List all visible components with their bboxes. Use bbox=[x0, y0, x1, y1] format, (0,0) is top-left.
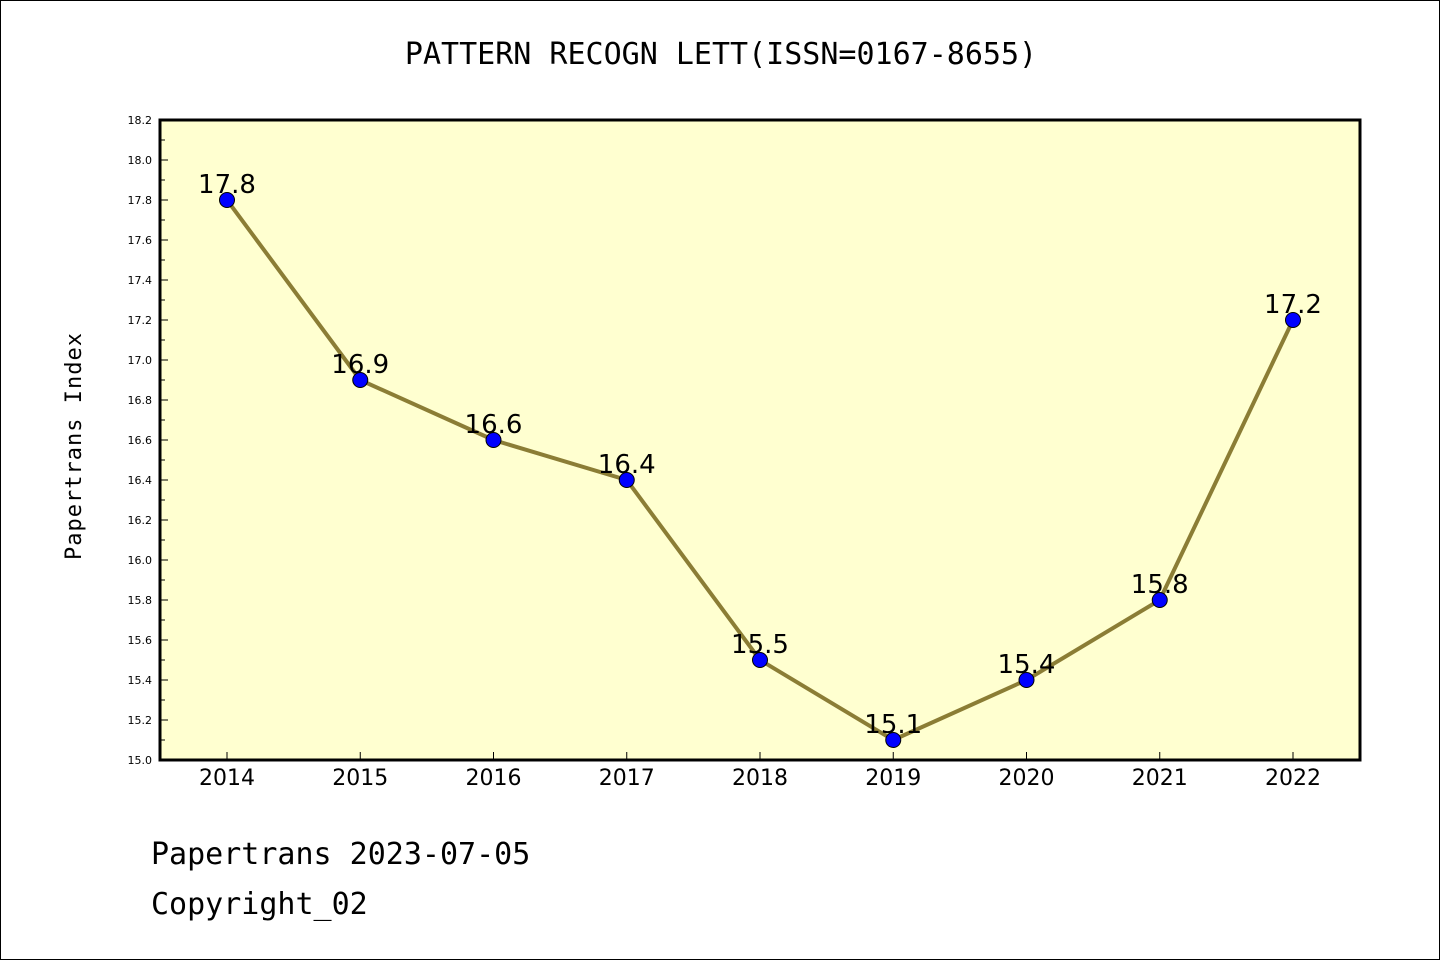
data-label: 16.9 bbox=[331, 350, 389, 380]
data-label: 17.2 bbox=[1264, 290, 1322, 320]
x-tick-label: 2021 bbox=[1132, 766, 1188, 791]
y-tick-label: 16.2 bbox=[128, 514, 153, 527]
data-label: 16.6 bbox=[465, 410, 523, 440]
x-tick-label: 2017 bbox=[599, 766, 655, 791]
data-point bbox=[485, 432, 502, 448]
x-tick-label: 2019 bbox=[865, 766, 921, 791]
plot-border bbox=[158, 118, 1362, 762]
data-label: 16.4 bbox=[598, 450, 656, 480]
data-point bbox=[1018, 672, 1035, 688]
x-tick-label: 2020 bbox=[999, 766, 1055, 791]
y-tick-label: 17.4 bbox=[128, 274, 153, 287]
data-point bbox=[219, 192, 235, 208]
y-tick-label: 16.4 bbox=[128, 474, 153, 487]
y-tick-label: 17.6 bbox=[128, 234, 153, 247]
data-label: 17.8 bbox=[198, 170, 256, 200]
y-tick-label: 16.0 bbox=[128, 554, 153, 567]
y-tick-label: 17.0 bbox=[128, 354, 153, 367]
data-label: 15.5 bbox=[731, 630, 789, 660]
y-tick-label: 15.6 bbox=[128, 634, 153, 647]
data-point bbox=[752, 652, 768, 668]
y-tick-label: 15.2 bbox=[128, 714, 153, 727]
x-tick-label: 2015 bbox=[332, 766, 388, 791]
x-tick-label: 2014 bbox=[199, 766, 255, 791]
x-tick-label: 2016 bbox=[466, 766, 522, 791]
data-label: 15.8 bbox=[1131, 570, 1189, 600]
data-point bbox=[618, 472, 635, 488]
data-point bbox=[352, 372, 369, 388]
x-tick-label: 2018 bbox=[732, 766, 788, 791]
data-point bbox=[1285, 312, 1301, 328]
footer-copyright: Copyright_02 bbox=[151, 887, 368, 922]
footer-date-line: Papertrans 2023-07-05 bbox=[151, 837, 531, 872]
data-point bbox=[885, 732, 902, 748]
data-label: 15.4 bbox=[998, 650, 1056, 680]
x-tick-label: 2022 bbox=[1265, 766, 1321, 791]
y-tick-label: 15.0 bbox=[128, 754, 153, 767]
y-tick-label: 15.4 bbox=[128, 674, 153, 687]
data-label: 15.1 bbox=[864, 710, 922, 740]
y-tick-label: 17.2 bbox=[128, 314, 153, 327]
y-tick-label: 16.6 bbox=[128, 434, 153, 447]
y-tick-label: 18.0 bbox=[128, 154, 153, 167]
y-tick-label: 15.8 bbox=[128, 594, 153, 607]
y-tick-label: 16.8 bbox=[128, 394, 153, 407]
chart-title: PATTERN RECOGN LETT(ISSN=0167-8655) bbox=[404, 37, 1038, 72]
data-point bbox=[1151, 592, 1168, 608]
y-tick-label: 17.8 bbox=[128, 194, 153, 207]
y-tick-label: 18.2 bbox=[128, 114, 153, 127]
